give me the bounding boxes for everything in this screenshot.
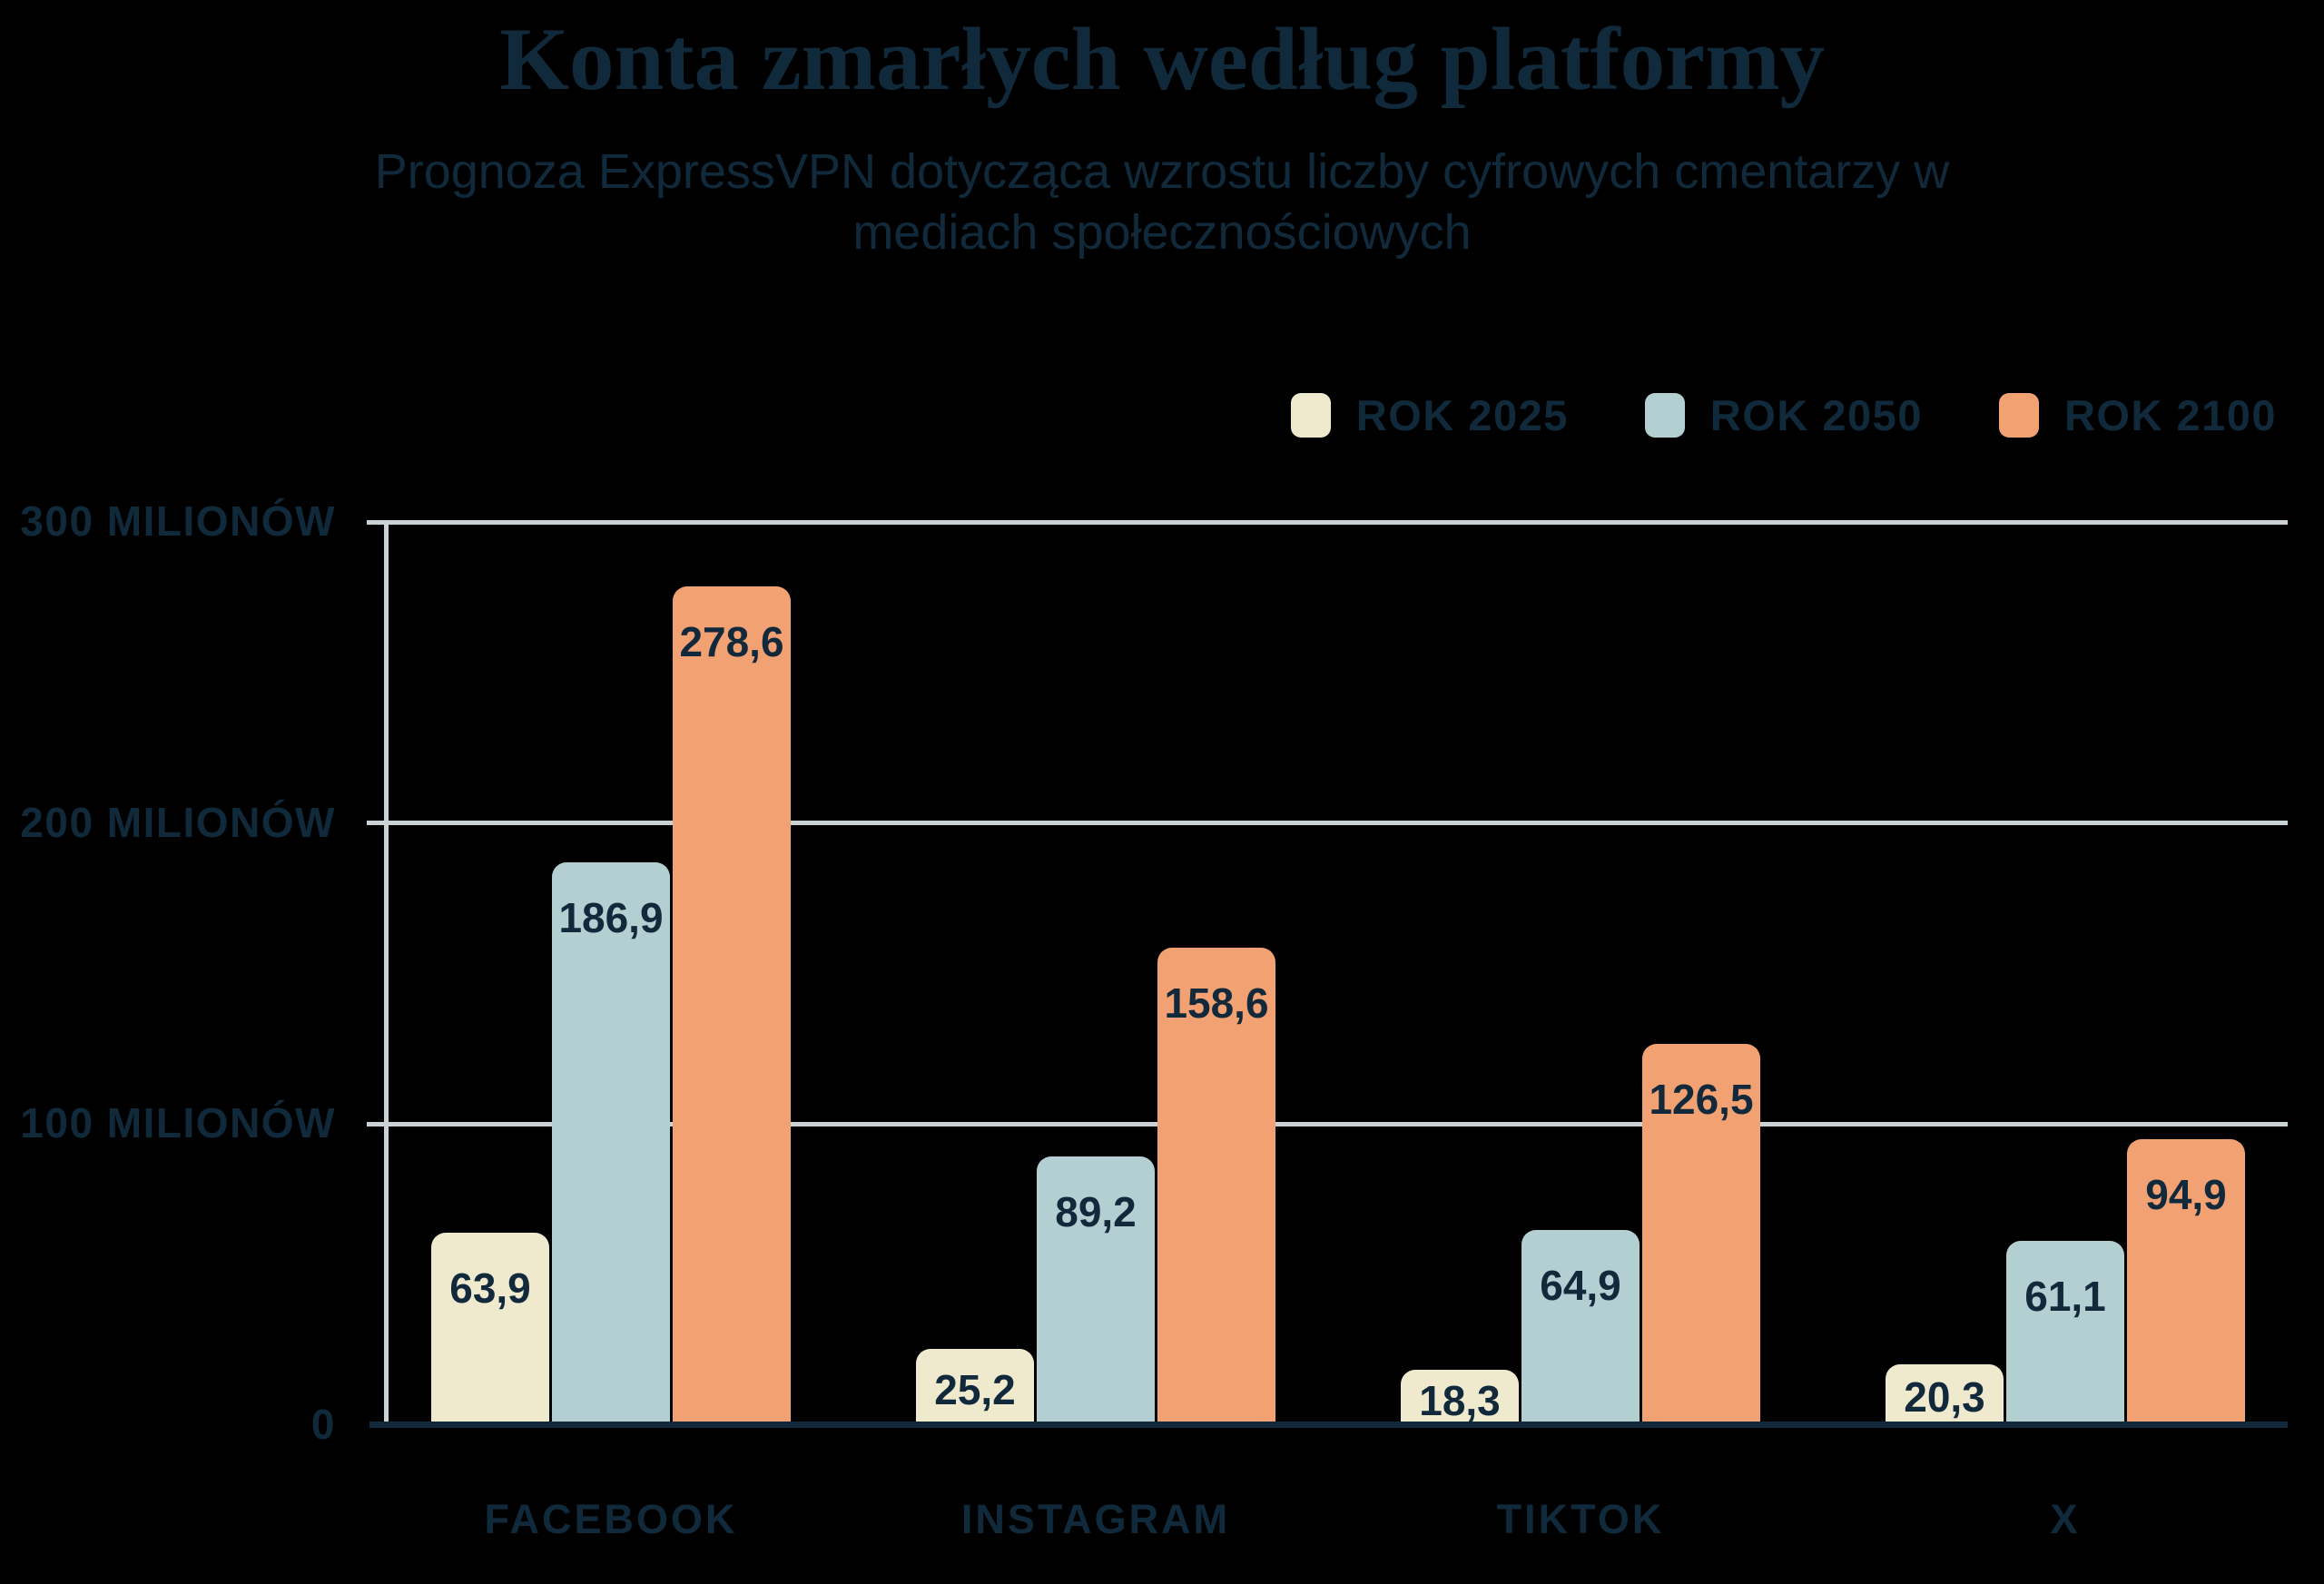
x-axis-baseline (369, 1422, 2288, 1428)
chart-legend: ROK 2025 ROK 2050 ROK 2100 (1290, 390, 2277, 440)
bar-value-label-facebook-rok-2050: 186,9 (558, 894, 664, 942)
x-axis-label-facebook: FACEBOOK (484, 1496, 738, 1542)
bar-instagram-rok-2100 (1157, 947, 1275, 1425)
bar-value-label-tiktok-rok-2100: 126,5 (1649, 1076, 1754, 1124)
legend-swatch-icon (1290, 393, 1331, 438)
bar-tiktok-rok-2025 (1401, 1370, 1519, 1425)
bar-facebook-rok-2100 (673, 585, 791, 1425)
bar-value-label-tiktok-rok-2025: 18,3 (1419, 1376, 1501, 1424)
bar-tiktok-rok-2100 (1642, 1044, 1760, 1425)
gridline-200 (386, 821, 2288, 826)
legend-item-rok-2050: ROK 2050 (1644, 390, 1923, 440)
y-axis-line (384, 522, 389, 1425)
chart-subtitle-line1: Prognoza ExpressVPN dotycząca wzrostu li… (374, 144, 1950, 199)
legend-label: ROK 2100 (2063, 391, 2277, 439)
bar-value-label-instagram-rok-2050: 89,2 (1055, 1188, 1137, 1236)
bar-value-label-facebook-rok-2100: 278,6 (679, 617, 784, 665)
legend-item-rok-2025: ROK 2025 (1290, 390, 1569, 440)
legend-label: ROK 2050 (1709, 391, 1923, 439)
bar-x-rok-2025 (1886, 1363, 2004, 1425)
y-axis-label-0: 0 (310, 1401, 336, 1448)
bar-facebook-rok-2025 (431, 1233, 549, 1425)
bar-value-label-x-rok-2025: 20,3 (1904, 1373, 1985, 1422)
y-tick-100 (367, 1121, 405, 1127)
bar-facebook-rok-2050 (552, 862, 670, 1425)
gridline-100 (386, 1121, 2288, 1127)
bar-value-label-x-rok-2050: 61,1 (2024, 1273, 2106, 1321)
bar-instagram-rok-2050 (1037, 1156, 1155, 1425)
bar-value-label-tiktok-rok-2050: 64,9 (1540, 1261, 1621, 1309)
bar-instagram-rok-2025 (916, 1349, 1034, 1425)
y-axis-labels: 300 MILIONÓW 200 MILIONÓW 100 MILIONÓW 0 (0, 497, 336, 1448)
bar-tiktok-rok-2050 (1521, 1229, 1640, 1425)
plot-area: 63,9 186,9 278,6 25,2 89,2 158,6 18,3 64,9 126,5… (367, 519, 2288, 1428)
legend-item-rok-2100: ROK 2100 (1998, 390, 2277, 440)
y-axis-label-300: 300 MILIONÓW (20, 497, 336, 545)
x-axis-labels: FACEBOOK INSTAGRAM TIKTOK X (386, 1496, 2288, 1559)
legend-swatch-icon (1998, 393, 2039, 438)
bar-value-label-x-rok-2100: 94,9 (2145, 1171, 2227, 1219)
y-tick-200 (367, 821, 405, 826)
chart-subtitle-line2: mediach społecznościowych (852, 205, 1472, 260)
x-axis-label-instagram: INSTAGRAM (960, 1496, 1231, 1542)
bar-value-label-instagram-rok-2100: 158,6 (1164, 979, 1269, 1027)
y-axis-label-200: 200 MILIONÓW (20, 798, 336, 846)
y-tick-300 (367, 519, 405, 525)
bar-x-rok-2050 (2006, 1241, 2124, 1425)
legend-label: ROK 2025 (1355, 391, 1569, 439)
y-axis-label-100: 100 MILIONÓW (20, 1099, 336, 1147)
legend-swatch-icon (1644, 393, 1685, 438)
bar-value-label-instagram-rok-2025: 25,2 (934, 1366, 1016, 1414)
bar-x-rok-2100 (2127, 1139, 2245, 1425)
chart-subtitle: Prognoza ExpressVPN dotycząca wzrostu li… (0, 142, 2324, 263)
x-axis-label-tiktok: TIKTOK (1496, 1496, 1665, 1542)
x-axis-label-x: X (2050, 1496, 2081, 1542)
gridline-300 (386, 519, 2288, 525)
bar-value-label-facebook-rok-2025: 63,9 (449, 1264, 531, 1313)
chart-title: Konta zmarłych według platformy (498, 10, 1826, 109)
